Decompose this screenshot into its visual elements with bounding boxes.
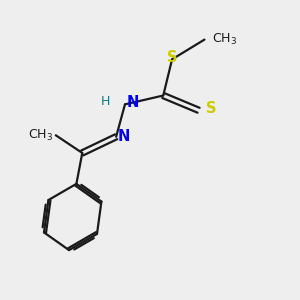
Text: N: N xyxy=(126,95,139,110)
Text: H: H xyxy=(101,95,110,108)
Text: CH$_3$: CH$_3$ xyxy=(28,128,53,143)
Text: S: S xyxy=(206,101,216,116)
Text: S: S xyxy=(167,50,177,65)
Text: CH$_3$: CH$_3$ xyxy=(212,32,237,47)
Text: N: N xyxy=(118,129,130,144)
